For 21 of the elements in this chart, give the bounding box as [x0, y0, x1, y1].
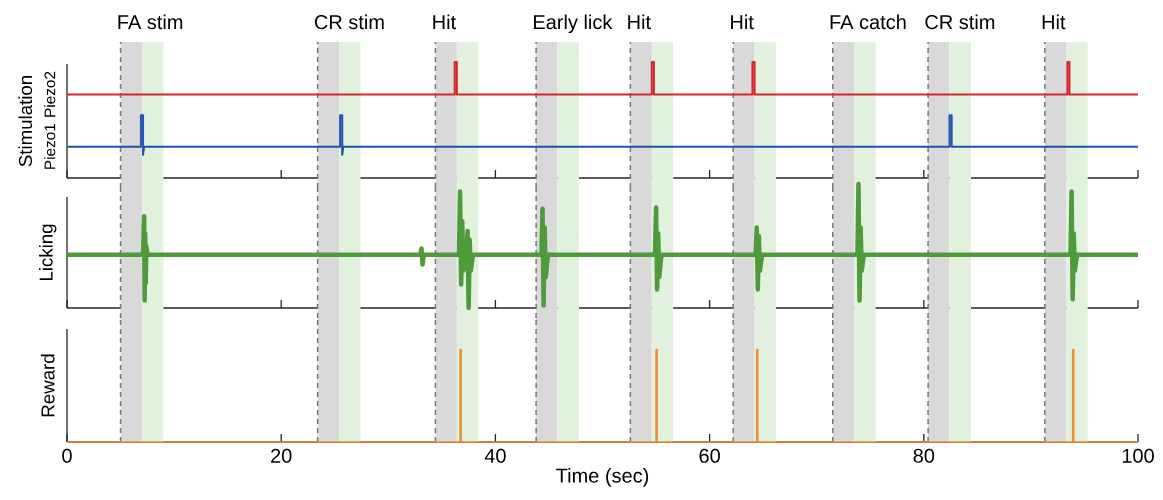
- x-tick-label: 20: [271, 448, 292, 463]
- band-label: Hit: [628, 14, 651, 30]
- band-label: FA stim: [118, 14, 183, 30]
- y-axis-title: Stimulation: [18, 76, 33, 167]
- band-label: Hit: [1042, 14, 1066, 30]
- text: Piezo1: [44, 123, 56, 169]
- band-label: Hit: [433, 14, 456, 30]
- x-tick-label: 80: [913, 448, 935, 463]
- band-label: Early lick: [534, 14, 613, 34]
- x-tick-label: 60: [699, 448, 720, 463]
- band-label: FA catch: [830, 14, 906, 30]
- y-axis-title: Reward: [40, 354, 55, 417]
- x-tick-label: 100: [1122, 448, 1154, 463]
- text: Piezo2: [44, 71, 56, 117]
- x-tick-label: 40: [484, 448, 506, 463]
- band-label: CR stim: [925, 14, 995, 30]
- band-label: Hit: [731, 14, 754, 30]
- x-tick-label: 0: [62, 448, 72, 463]
- x-axis-title: Time (sec): [556, 468, 649, 487]
- y-axis-title: Licking: [39, 224, 57, 281]
- band-label: CR stim: [314, 14, 384, 30]
